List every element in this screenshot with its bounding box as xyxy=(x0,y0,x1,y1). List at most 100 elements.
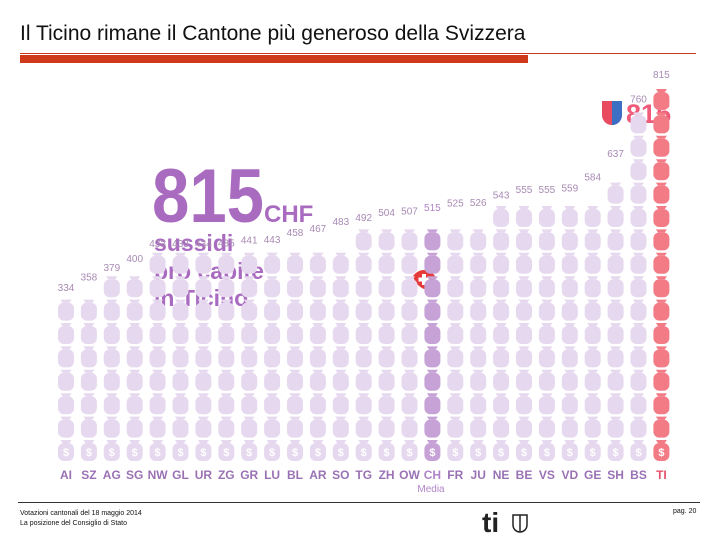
money-bag-icon xyxy=(241,346,258,368)
money-bag-icon xyxy=(172,346,189,368)
money-bag-icon xyxy=(424,393,441,415)
bar-ag: $ xyxy=(103,276,120,461)
bar-ju: $ xyxy=(470,229,487,461)
bar-so: $ xyxy=(332,252,349,461)
money-bag-icon xyxy=(126,393,143,415)
money-bag-icon xyxy=(332,369,349,391)
value-label-ju: 526 xyxy=(470,198,487,209)
value-label-gr: 441 xyxy=(241,236,258,247)
money-bag-icon xyxy=(447,252,464,274)
money-bag-icon xyxy=(653,182,670,204)
money-bag-icon xyxy=(332,252,349,274)
money-bag-icon xyxy=(332,416,349,438)
money-bag-icon xyxy=(630,346,647,368)
money-bag-icon xyxy=(309,276,326,298)
footer-text: Votazioni cantonali del 18 maggio 2014 L… xyxy=(20,509,142,529)
bar-vd: $ xyxy=(561,206,578,461)
value-label-gl: 433 xyxy=(172,239,189,250)
money-bag-icon xyxy=(378,229,395,251)
value-label-fr: 525 xyxy=(447,198,464,209)
bar-ne: $ xyxy=(493,206,510,461)
value-label-ur: 434 xyxy=(195,239,212,250)
money-bag-icon xyxy=(355,323,372,344)
money-bag-icon xyxy=(607,323,624,344)
money-bag-icon xyxy=(103,369,120,391)
svg-text:$: $ xyxy=(384,447,390,459)
money-bag-icon xyxy=(470,346,487,368)
money-bag-icon xyxy=(355,369,372,391)
money-bag-icon xyxy=(493,416,510,438)
money-bag-icon: $ xyxy=(470,440,487,461)
money-bag-icon xyxy=(218,416,235,438)
category-label-bl: BL xyxy=(287,468,303,482)
money-bag-icon xyxy=(607,416,624,438)
average-label: Media xyxy=(417,484,445,495)
money-bag-icon xyxy=(195,299,212,321)
money-bag-icon xyxy=(80,393,97,415)
svg-text:$: $ xyxy=(658,447,664,459)
footer-line-2: La posizione del Consiglio di Stato xyxy=(20,520,128,527)
category-label-ti: TI xyxy=(656,468,667,482)
bar-zg: $ xyxy=(218,252,235,461)
money-bag-icon xyxy=(126,299,143,321)
money-bag-icon xyxy=(653,393,670,415)
money-bag-icon xyxy=(424,323,441,344)
money-bag-icon xyxy=(401,369,418,391)
money-bag-icon xyxy=(241,276,258,298)
money-bag-icon xyxy=(516,346,532,368)
money-bag-icon xyxy=(195,276,212,298)
money-bag-icon xyxy=(172,393,189,415)
bar-sz: $ xyxy=(80,299,97,461)
value-label-nw: 433 xyxy=(149,239,166,250)
money-bag-icon xyxy=(561,416,578,438)
money-bag-icon: $ xyxy=(355,440,372,461)
money-bag-icon xyxy=(607,369,624,391)
money-bag-icon xyxy=(516,369,532,391)
bar-ge: $ xyxy=(584,206,601,461)
svg-text:$: $ xyxy=(200,447,206,459)
money-bag-icon xyxy=(195,393,212,415)
money-bag-icon xyxy=(103,276,120,298)
money-bag-icon xyxy=(584,323,601,344)
bar-nw: $ xyxy=(149,252,166,461)
money-bag-icon xyxy=(493,229,510,251)
money-bag-icon xyxy=(195,346,212,368)
bar-sh: $ xyxy=(607,182,624,461)
money-bag-icon xyxy=(653,276,670,298)
subsidy-chart: 815 CHF sussidi pro capite in Ticino 815… xyxy=(58,70,671,495)
money-bag-icon xyxy=(401,299,418,321)
money-bag-icon xyxy=(126,346,143,368)
money-bag-icon xyxy=(149,346,166,368)
bar-vs: $ xyxy=(538,206,555,461)
money-bag-icon xyxy=(287,276,303,298)
category-label-gl: GL xyxy=(172,468,189,482)
money-bag-icon xyxy=(584,276,601,298)
page-number: pag. 20 xyxy=(673,508,697,515)
money-bag-icon xyxy=(538,416,555,438)
money-bag-icon: $ xyxy=(607,440,624,461)
money-bag-icon xyxy=(401,323,418,344)
money-bag-icon xyxy=(241,252,258,274)
money-bag-icon: $ xyxy=(561,440,578,461)
bar-bl: $ xyxy=(287,252,303,461)
category-label-lu: LU xyxy=(264,468,280,482)
bar-ar: $ xyxy=(309,252,326,461)
money-bag-icon xyxy=(630,229,647,251)
money-bag-icon xyxy=(149,393,166,415)
money-bag-icon xyxy=(218,323,235,344)
svg-text:$: $ xyxy=(521,447,527,459)
money-bag-icon xyxy=(103,346,120,368)
svg-text:$: $ xyxy=(406,447,412,459)
money-bag-icon xyxy=(538,276,555,298)
money-bag-icon xyxy=(149,323,166,344)
category-label-sh: SH xyxy=(607,468,624,482)
svg-text:$: $ xyxy=(315,447,321,459)
money-bag-icon xyxy=(80,299,97,321)
money-bag-icon: $ xyxy=(149,440,166,461)
svg-text:$: $ xyxy=(155,447,161,459)
money-bag-icon xyxy=(332,346,349,368)
money-bag-icon xyxy=(264,323,281,344)
money-bag-icon xyxy=(424,369,441,391)
svg-text:$: $ xyxy=(613,447,619,459)
money-bag-icon xyxy=(172,323,189,344)
